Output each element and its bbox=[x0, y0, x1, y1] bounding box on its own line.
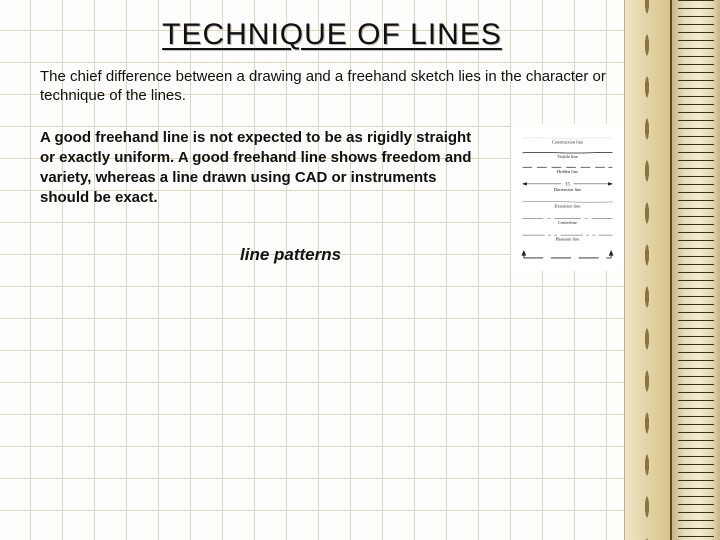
label-extension: Extension line bbox=[555, 203, 581, 208]
line-patterns-svg: Construction line Visible line Hidden li… bbox=[519, 134, 616, 266]
patterns-caption: line patterns bbox=[240, 245, 489, 265]
slide-title: TECHNIQUE OF LINES bbox=[40, 18, 624, 52]
left-column: A good freehand line is not expected to … bbox=[40, 124, 489, 265]
label-construction: Construction line bbox=[552, 139, 583, 144]
label-phantom: Phantom line bbox=[556, 236, 580, 241]
slide-content: TECHNIQUE OF LINES The chief difference … bbox=[0, 0, 720, 271]
label-hidden: Hidden line bbox=[557, 168, 578, 173]
label-dimension: Dimension line bbox=[554, 186, 582, 191]
content-row: A good freehand line is not expected to … bbox=[40, 124, 624, 272]
label-centerline: Centerline bbox=[558, 220, 577, 225]
body-paragraph: A good freehand line is not expected to … bbox=[40, 124, 489, 209]
line-patterns-figure: Construction line Visible line Hidden li… bbox=[511, 124, 624, 272]
intro-paragraph: The chief difference between a drawing a… bbox=[40, 68, 624, 106]
label-visible: Visible line bbox=[557, 154, 578, 159]
